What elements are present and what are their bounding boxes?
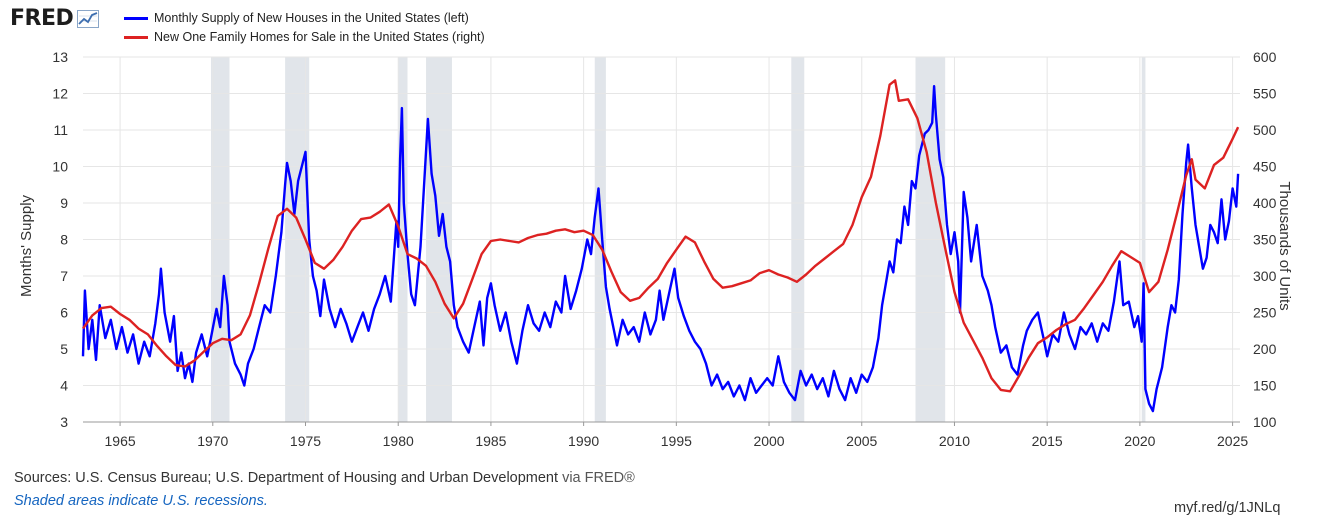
- x-tick-2010: 2010: [939, 433, 970, 449]
- y-tick-right-300: 300: [1253, 268, 1277, 284]
- legend-swatch-for-sale: [124, 36, 148, 39]
- legend-label-for-sale: New One Family Homes for Sale in the Uni…: [154, 30, 485, 44]
- y-tick-right-350: 350: [1253, 232, 1277, 248]
- y-tick-right-400: 400: [1253, 195, 1277, 211]
- x-tick-1975: 1975: [290, 433, 321, 449]
- y-tick-right-100: 100: [1253, 414, 1277, 430]
- legend-item-supply: Monthly Supply of New Houses in the Unit…: [124, 9, 485, 28]
- chart-plot: 3 4 5 6 7 8 9 10 11 12 13 100 150 200 250 300 350 400 450 5…: [18, 49, 1293, 449]
- x-tick-2015: 2015: [1032, 433, 1063, 449]
- via-fred-link[interactable]: via FRED®: [562, 470, 635, 486]
- x-tick-2020: 2020: [1124, 433, 1155, 449]
- y-tick-right-250: 250: [1253, 305, 1277, 321]
- y-tick-left-9: 9: [60, 195, 68, 211]
- recession-note: Shaded areas indicate U.S. recessions.: [14, 493, 268, 509]
- y-tick-right-600: 600: [1253, 49, 1277, 65]
- footer-sources: Sources: U.S. Census Bureau; U.S. Depart…: [14, 470, 635, 486]
- y-tick-right-150: 150: [1253, 378, 1277, 394]
- y-tick-left-10: 10: [52, 159, 68, 175]
- y-tick-left-4: 4: [60, 378, 68, 394]
- x-tick-2000: 2000: [753, 433, 784, 449]
- y-axis-label-right: Thousands of Units: [1276, 181, 1293, 310]
- for-sale-series-line: [82, 79, 1240, 393]
- sources-text: Sources: U.S. Census Bureau; U.S. Depart…: [14, 470, 559, 486]
- line-chart-icon: [77, 9, 100, 28]
- y-tick-left-11: 11: [53, 122, 68, 138]
- axes: 3 4 5 6 7 8 9 10 11 12 13 100 150 200 250 300 350 400 450 5…: [52, 49, 1276, 449]
- fred-logo-text: FRED: [10, 6, 74, 31]
- y-tick-left-3: 3: [60, 414, 68, 430]
- y-tick-right-200: 200: [1253, 341, 1277, 357]
- legend-item-for-sale: New One Family Homes for Sale in the Uni…: [124, 28, 485, 47]
- x-tick-2005: 2005: [846, 433, 877, 449]
- y-tick-left-7: 7: [60, 268, 68, 284]
- x-tick-1995: 1995: [661, 433, 692, 449]
- grid-lines: [83, 56, 1240, 423]
- y-tick-left-13: 13: [52, 49, 68, 65]
- y-tick-left-12: 12: [52, 86, 68, 102]
- legend-swatch-supply: [124, 17, 148, 20]
- x-tick-2025: 2025: [1217, 433, 1248, 449]
- x-tick-1965: 1965: [105, 433, 136, 449]
- fred-logo: FRED: [10, 6, 100, 31]
- y-tick-left-5: 5: [60, 341, 68, 357]
- y-axis-label-left: Months' Supply: [18, 194, 35, 297]
- y-tick-left-8: 8: [60, 232, 68, 248]
- y-tick-right-550: 550: [1253, 86, 1277, 102]
- short-url[interactable]: myf.red/g/1JNLq: [1174, 500, 1281, 516]
- x-tick-1990: 1990: [568, 433, 599, 449]
- chart-legend: Monthly Supply of New Houses in the Unit…: [124, 9, 485, 47]
- supply-series-line: [81, 84, 1240, 413]
- x-tick-1985: 1985: [475, 433, 506, 449]
- legend-label-supply: Monthly Supply of New Houses in the Unit…: [154, 11, 469, 25]
- series-lines: [81, 79, 1240, 413]
- y-tick-right-450: 450: [1253, 159, 1277, 175]
- y-tick-right-500: 500: [1253, 122, 1277, 138]
- x-tick-1980: 1980: [383, 433, 414, 449]
- y-tick-left-6: 6: [60, 305, 68, 321]
- x-tick-1970: 1970: [197, 433, 228, 449]
